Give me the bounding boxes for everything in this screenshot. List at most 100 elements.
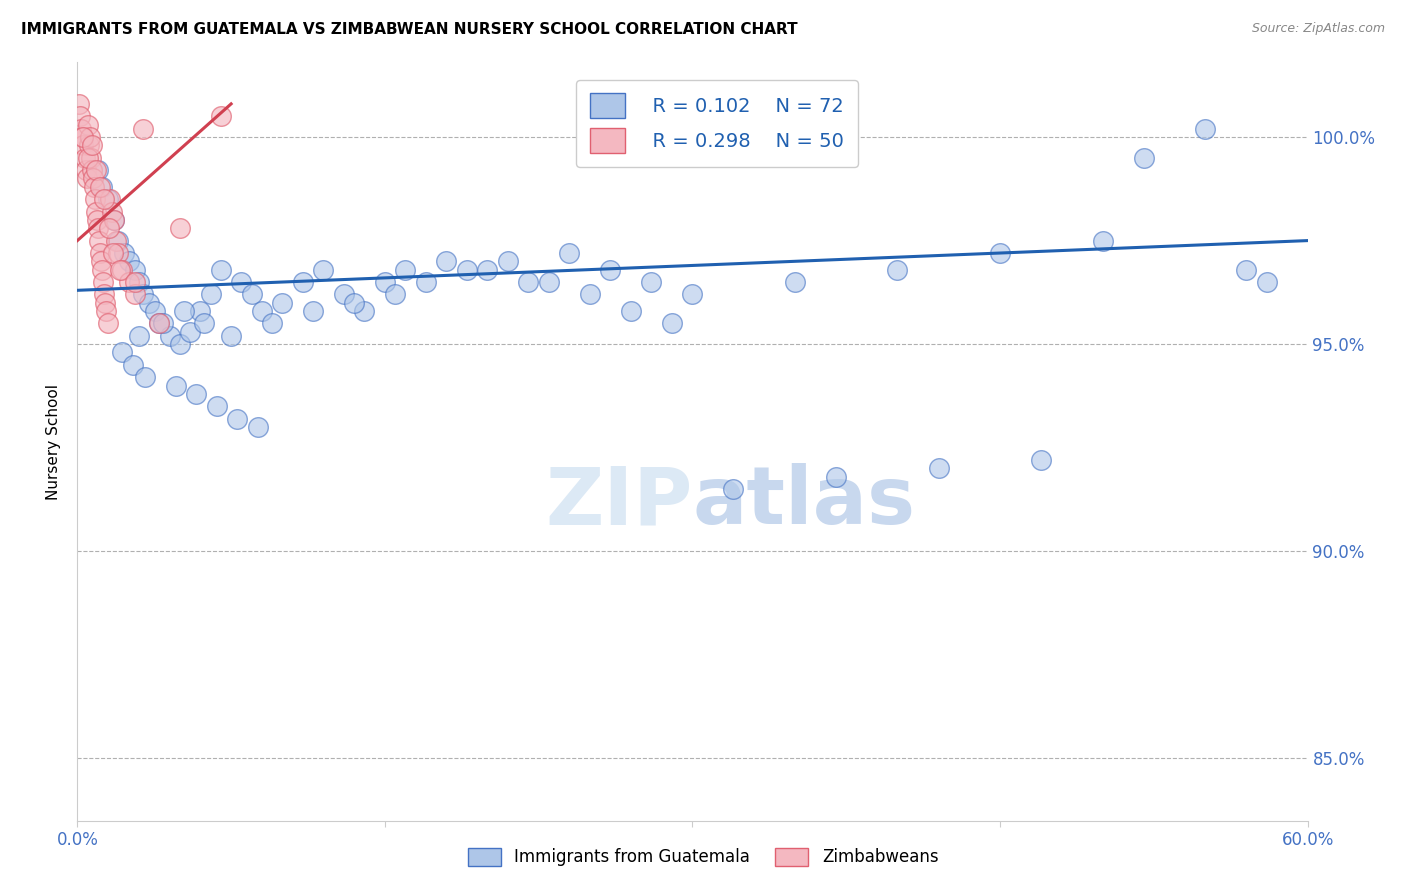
Point [343, 295, 366, 310]
Point [394, 262, 416, 277]
Point [121, 358, 143, 372]
Point [291, 275, 314, 289]
Point [1091, 234, 1114, 248]
Text: atlas: atlas [693, 463, 915, 541]
Point [124, 287, 146, 301]
Point [84, 163, 107, 178]
Point [193, 317, 215, 331]
Point [436, 254, 458, 268]
Point [107, 246, 129, 260]
Point [148, 317, 170, 331]
Point [143, 304, 166, 318]
Point [302, 304, 325, 318]
Point [205, 400, 228, 414]
Point [415, 275, 437, 289]
Point [87, 234, 110, 248]
Point [103, 246, 125, 260]
Point [152, 317, 174, 331]
Point [209, 262, 232, 277]
Point [384, 287, 406, 301]
Point [111, 262, 134, 277]
Point [89, 179, 111, 194]
Point [128, 275, 150, 289]
Point [83, 192, 105, 206]
Point [456, 262, 478, 277]
Point [93, 192, 115, 206]
Point [825, 469, 848, 483]
Point [72, 138, 94, 153]
Point [579, 287, 602, 301]
Point [101, 204, 124, 219]
Point [173, 304, 195, 318]
Point [98, 221, 121, 235]
Point [110, 262, 132, 277]
Point [124, 275, 146, 289]
Point [117, 254, 139, 268]
Point [105, 234, 128, 248]
Point [312, 262, 335, 277]
Point [682, 287, 704, 301]
Point [114, 246, 136, 260]
Point [107, 234, 129, 248]
Point [90, 254, 112, 268]
Point [620, 304, 643, 318]
Point [353, 304, 375, 318]
Point [79, 151, 101, 165]
Point [209, 109, 232, 123]
Point [75, 163, 97, 178]
Point [226, 411, 249, 425]
Point [496, 254, 519, 268]
Point [240, 287, 263, 301]
Point [128, 329, 150, 343]
Point [783, 275, 806, 289]
Point [90, 262, 114, 277]
Point [723, 482, 745, 496]
Point [83, 179, 105, 194]
Point [94, 304, 117, 318]
Point [86, 213, 108, 227]
Point [165, 378, 187, 392]
Point [124, 262, 146, 277]
Point [72, 130, 94, 145]
Point [159, 329, 181, 343]
Point [91, 275, 114, 289]
Point [169, 337, 191, 351]
Point [90, 179, 114, 194]
Point [928, 461, 950, 475]
Point [73, 151, 96, 165]
Point [87, 221, 110, 235]
Point [1029, 453, 1052, 467]
Point [97, 317, 120, 331]
Point [169, 221, 191, 235]
Point [186, 387, 208, 401]
Y-axis label: Nursery School: Nursery School [46, 384, 62, 500]
Point [93, 287, 115, 301]
Point [640, 275, 662, 289]
Point [1194, 121, 1216, 136]
Point [262, 317, 284, 331]
Point [661, 317, 683, 331]
Point [80, 163, 103, 178]
Point [97, 192, 120, 206]
Point [271, 295, 294, 310]
Point [69, 109, 91, 123]
Point [231, 275, 253, 289]
Point [537, 275, 560, 289]
Point [517, 275, 540, 289]
Point [72, 130, 94, 145]
Text: Source: ZipAtlas.com: Source: ZipAtlas.com [1251, 22, 1385, 36]
Point [148, 317, 170, 331]
Point [134, 370, 156, 384]
Point [988, 246, 1011, 260]
Point [886, 262, 908, 277]
Point [76, 118, 98, 132]
Point [70, 121, 93, 136]
Point [558, 246, 581, 260]
Point [87, 163, 110, 178]
Point [111, 345, 134, 359]
Point [599, 262, 621, 277]
Point [374, 275, 396, 289]
Legend: Immigrants from Guatemala, Zimbabweans: Immigrants from Guatemala, Zimbabweans [460, 839, 946, 875]
Point [79, 130, 101, 145]
Legend:   R = 0.102    N = 72,   R = 0.298    N = 50: R = 0.102 N = 72, R = 0.298 N = 50 [576, 79, 858, 167]
